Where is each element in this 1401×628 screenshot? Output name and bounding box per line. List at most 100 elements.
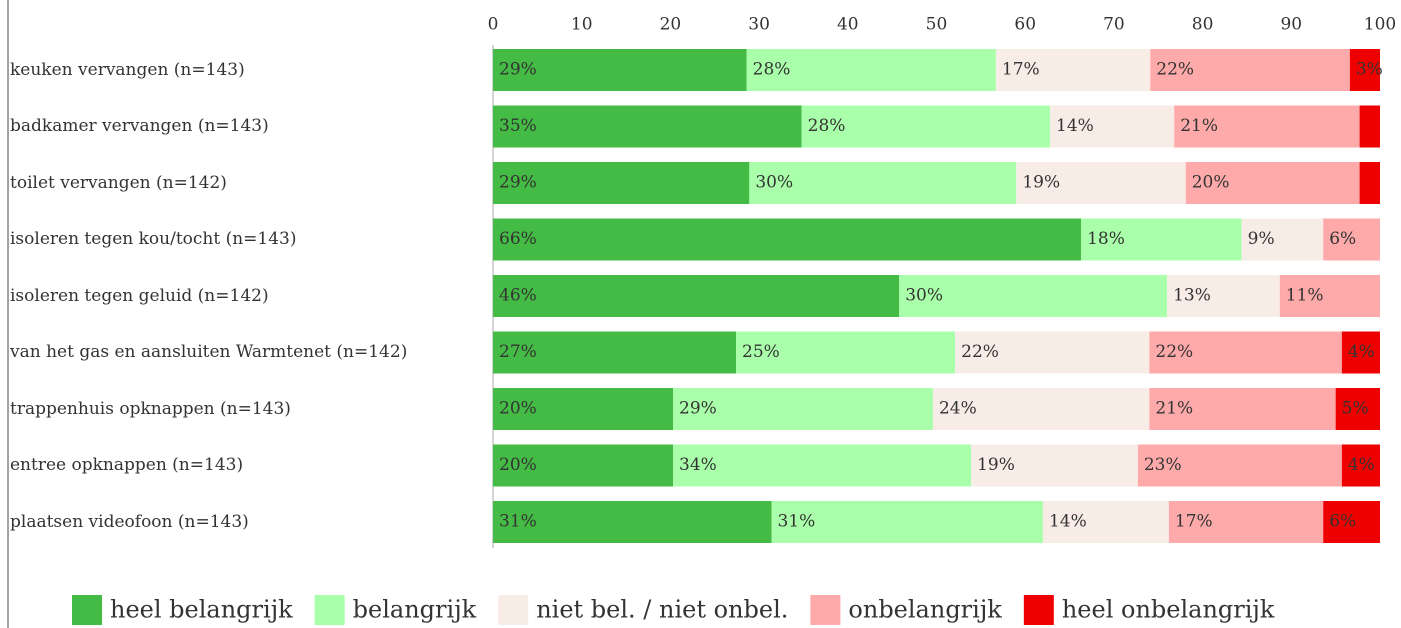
bar-segment — [801, 105, 1051, 148]
category-label: keuken vervangen (n=143) — [10, 59, 245, 80]
bar-segment — [1241, 218, 1324, 261]
category-label-box: isoleren tegen kou/tocht (n=143) — [10, 229, 297, 249]
bar-segment — [1016, 162, 1186, 204]
bar-segment — [493, 444, 674, 487]
bar-segment — [493, 49, 747, 91]
value-label: 4% — [1348, 342, 1375, 362]
category-label-box: van het gas en aansluiten Warmtenet (n=1… — [10, 344, 407, 361]
bar-segment — [771, 501, 1043, 543]
bar-segment — [493, 388, 674, 430]
bar-segment — [1323, 501, 1380, 543]
value-label: 14% — [1056, 116, 1094, 136]
bar-segment — [1050, 105, 1175, 148]
value-label: 20% — [499, 399, 537, 419]
bar-segment — [746, 49, 996, 91]
value-label: 17% — [1002, 60, 1040, 80]
bar-segment — [493, 501, 772, 543]
bar-segment — [955, 331, 1150, 374]
legend-swatch — [810, 595, 841, 625]
value-label: 17% — [1175, 512, 1213, 532]
bar-segment — [1185, 162, 1360, 204]
legend-label: belangrijk — [353, 596, 477, 624]
value-label: 24% — [939, 399, 977, 419]
bar-segment — [1150, 49, 1350, 91]
x-tick-label: 50 — [926, 15, 948, 35]
bar-segment — [673, 444, 972, 487]
bar-segment — [673, 388, 933, 430]
value-label: 13% — [1173, 286, 1211, 306]
value-label: 5% — [1342, 399, 1369, 419]
category-label-box: toilet vervangen (n=142) — [10, 172, 227, 193]
category-label-box: trappenhuis opknappen (n=143) — [10, 398, 291, 419]
value-label: 30% — [755, 173, 793, 193]
x-tick-label: 20 — [660, 15, 682, 35]
value-label: 22% — [1156, 60, 1194, 80]
value-label: 25% — [742, 342, 780, 362]
value-label: 21% — [1180, 116, 1218, 136]
value-label: 27% — [499, 342, 537, 362]
value-label: 31% — [499, 512, 537, 532]
bar-segment — [493, 218, 1082, 261]
value-label: 18% — [1087, 229, 1125, 249]
legend-swatch — [314, 595, 345, 625]
legend-label: heel belangrijk — [110, 596, 293, 624]
value-label: 66% — [499, 229, 537, 249]
bar-segment — [899, 275, 1168, 317]
x-tick-label: 60 — [1014, 15, 1036, 35]
bar-segment — [493, 105, 802, 148]
bar-segment — [1081, 218, 1242, 261]
bar-segment — [1149, 388, 1336, 430]
value-label: 6% — [1329, 229, 1356, 249]
value-label: 4% — [1348, 455, 1375, 475]
x-tick-label: 70 — [1103, 15, 1125, 35]
bar-segment — [1168, 501, 1324, 543]
legend-swatch — [72, 595, 102, 625]
category-label-box: badkamer vervangen (n=143) — [10, 116, 269, 136]
bar-segment — [736, 331, 956, 374]
x-tick-label: 80 — [1192, 15, 1214, 35]
bar-segment — [749, 162, 1017, 204]
x-tick-label: 100 — [1364, 15, 1396, 35]
legend-swatch — [498, 595, 529, 625]
category-label-box: isoleren tegen geluid (n=142) — [10, 287, 269, 304]
value-label: 28% — [753, 60, 791, 80]
bar-segment — [1149, 331, 1342, 374]
legend-label: heel onbelangrijk — [1062, 596, 1275, 624]
bar-segment — [1341, 331, 1380, 374]
value-label: 20% — [1192, 173, 1230, 193]
category-label: badkamer vervangen (n=143) — [10, 116, 269, 136]
value-label: 29% — [499, 60, 537, 80]
value-label: 29% — [679, 399, 717, 419]
value-label: 6% — [1329, 512, 1356, 532]
bar-segment — [493, 162, 750, 204]
x-tick-label: 10 — [571, 15, 593, 35]
category-label: isoleren tegen kou/tocht (n=143) — [10, 229, 297, 249]
legend-label: niet bel. / niet onbel. — [536, 596, 788, 624]
category-label: toilet vervangen (n=142) — [10, 172, 227, 193]
x-tick-label: 40 — [837, 15, 859, 35]
bar-segment — [493, 275, 900, 317]
value-label: 23% — [1144, 455, 1182, 475]
bar-segment — [1341, 444, 1380, 487]
value-label: 19% — [1022, 173, 1060, 193]
value-label: 46% — [499, 286, 537, 306]
category-label: trappenhuis opknappen (n=143) — [10, 398, 291, 419]
bar-segment — [1042, 501, 1169, 543]
category-label-box: plaatsen videofoon (n=143) — [10, 513, 249, 530]
value-label: 9% — [1248, 229, 1275, 249]
value-label: 14% — [1049, 512, 1087, 532]
value-label: 31% — [778, 512, 816, 532]
bar-segment — [995, 49, 1151, 91]
value-label: 19% — [977, 455, 1015, 475]
bar-segment — [971, 444, 1138, 487]
bar-segment — [1137, 444, 1342, 487]
bar-segment — [1335, 388, 1380, 430]
legend-swatch — [1023, 595, 1054, 625]
value-label: 28% — [808, 116, 846, 136]
value-label: 34% — [679, 455, 717, 475]
bar-segment — [1349, 49, 1380, 91]
legend-label: onbelangrijk — [848, 596, 1002, 624]
value-label: 22% — [1155, 342, 1193, 362]
value-label: 35% — [499, 116, 537, 136]
